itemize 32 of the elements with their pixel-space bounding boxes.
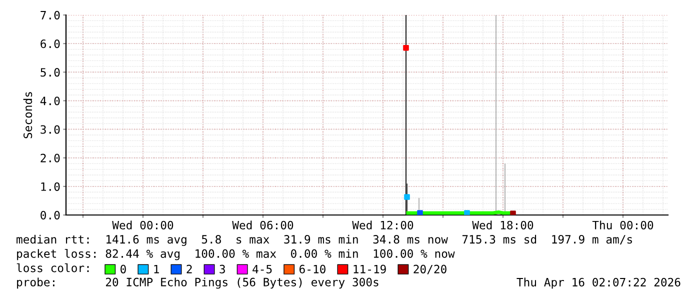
point [464,210,470,215]
text: probe: 20 ICMP Echo Pings (56 Bytes) every 300s [17,278,378,289]
y-axis-title: Seconds [23,92,32,138]
point [417,210,423,215]
y-tick-label: 5.0 [40,68,60,77]
text: median rtt: 141.6 ms avg 5.8 s max 31.9 ms min 34.8 ms now 715.3 ms sd 197.9 m am/s [16,234,632,246]
legend-label: 1 [154,264,159,274]
legend-label: 2 [186,264,192,274]
legend-label: 11-19 [354,264,386,274]
legend-title: loss color: [16,263,89,272]
y-tick-label: 1.0 [41,182,60,191]
text: packet loss: 82.44 % avg 100.00 % max 0.00 % min 100.00 % now [17,249,455,260]
x-tick-label: Wed 06:00 [232,220,294,230]
x-tick-label: Thu 00:00 [592,220,654,230]
text: Thu Apr 16 02:07:22 2026 [516,278,680,289]
y-tick-label: 2.0 [40,154,60,162]
x-tick-label: Wed 00:00 [112,220,174,230]
y-tick-label: 6.0 [40,39,60,48]
legend-label: 0 [120,264,126,274]
x-tick-label: Wed 12:00 [352,220,414,230]
y-tick-label: 3.0 [40,125,60,134]
y-tick-label: 4.0 [40,96,60,106]
legend-label: 3 [220,264,225,274]
legend-label: 6-10 [300,264,326,274]
point [510,210,516,215]
point [403,44,409,51]
y-tick-label: 7.0 [40,10,60,20]
legend-label: 20/20 [414,264,446,274]
legend-label: 4-5 [252,264,272,274]
y-tick-label: 0.0 [40,210,60,220]
x-tick-label: Wed 18:00 [472,220,534,230]
point [404,194,410,200]
